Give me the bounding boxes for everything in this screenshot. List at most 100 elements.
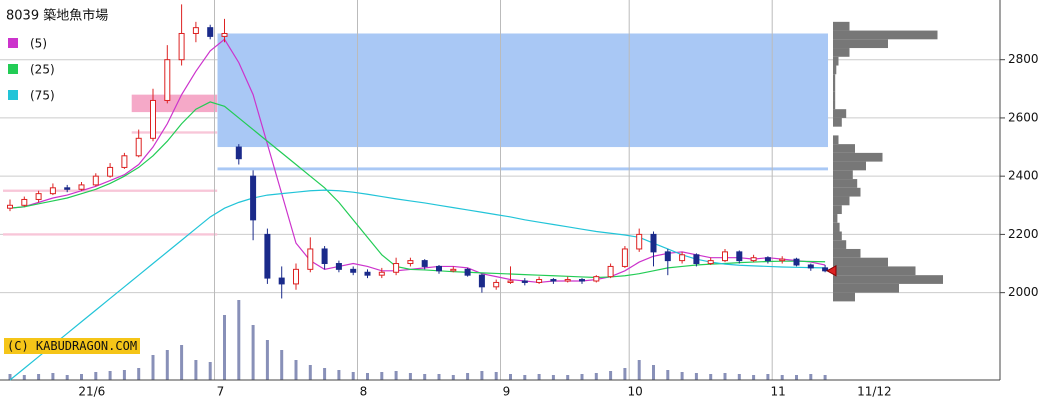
profile-bar xyxy=(833,144,855,153)
volume-bar xyxy=(666,370,670,380)
volume-bar xyxy=(609,371,613,380)
candle-body xyxy=(321,248,328,265)
candle-body xyxy=(393,263,400,273)
volume-bar xyxy=(437,374,441,380)
candle-body xyxy=(107,166,114,177)
volume-bar xyxy=(380,372,384,380)
profile-bar xyxy=(833,109,847,118)
candle-body xyxy=(378,271,385,276)
x-tick-label: 8 xyxy=(360,385,368,399)
profile-bar xyxy=(833,248,861,258)
candle-body xyxy=(92,175,99,186)
volume-bar xyxy=(351,372,355,380)
candle-body xyxy=(764,257,771,262)
legend-swatch xyxy=(8,90,18,100)
volume-bar xyxy=(494,372,498,380)
volume-bar xyxy=(680,372,684,380)
volume-bar xyxy=(551,375,555,380)
candle-body xyxy=(579,279,585,282)
volume-bar xyxy=(723,373,727,380)
volume-bar xyxy=(623,368,627,380)
legend-label: (75) xyxy=(30,89,55,103)
candle-body xyxy=(164,59,171,101)
candle-body xyxy=(621,248,628,267)
volume-bar xyxy=(408,373,412,380)
candle-body xyxy=(707,260,714,265)
profile-bar xyxy=(833,117,842,127)
profile-bar xyxy=(833,170,853,180)
volume-bar xyxy=(480,371,484,380)
volume-bar xyxy=(752,375,756,380)
candle-body xyxy=(607,265,614,278)
volume-bar xyxy=(94,372,98,380)
volume-bar xyxy=(323,368,327,380)
volume-bar xyxy=(766,374,770,380)
profile-bar xyxy=(833,82,836,92)
candle-body xyxy=(64,187,71,190)
volume-bar xyxy=(566,375,570,380)
volume-bar xyxy=(423,374,427,380)
profile-bar xyxy=(833,292,855,302)
candle-body xyxy=(779,258,786,262)
candle-body xyxy=(49,187,56,195)
candle-body xyxy=(693,254,700,265)
volume-bar xyxy=(580,374,584,380)
profile-bar xyxy=(833,152,883,162)
volume-bar xyxy=(823,375,827,380)
profile-bar xyxy=(833,91,836,101)
candle-body xyxy=(507,280,514,283)
candle-body xyxy=(407,260,414,265)
candle-body xyxy=(664,251,671,262)
ma-line xyxy=(9,189,826,381)
volume-bar xyxy=(451,375,455,380)
volume-bar xyxy=(523,375,527,380)
y-tick-label: 2000 xyxy=(1008,285,1039,299)
candle-body xyxy=(564,279,571,282)
profile-bar xyxy=(833,74,836,83)
volume-bar xyxy=(108,371,112,380)
legend-swatch xyxy=(8,38,18,48)
candle-body xyxy=(35,193,42,200)
profile-bar xyxy=(833,30,938,40)
volume-bar xyxy=(795,375,798,380)
legend-swatch xyxy=(8,64,18,74)
candle-body xyxy=(335,263,342,270)
candle-body xyxy=(78,184,85,190)
profile-bar xyxy=(833,56,839,66)
profile-bar xyxy=(833,179,858,188)
volume-bar xyxy=(780,375,784,380)
candle-body xyxy=(736,251,743,262)
volume-bar xyxy=(65,375,69,380)
candle-body xyxy=(293,268,299,285)
volume-bar xyxy=(466,373,470,380)
last-price-marker xyxy=(825,264,837,277)
volume-bar xyxy=(80,374,83,380)
y-tick-label: 2800 xyxy=(1008,52,1039,66)
profile-bar xyxy=(833,275,943,284)
candle-body xyxy=(121,155,128,168)
x-tick-label: 9 xyxy=(503,385,511,399)
candle-body xyxy=(250,175,257,221)
candle-body xyxy=(536,279,543,283)
profile-bar xyxy=(833,214,838,223)
candle-body xyxy=(493,281,500,288)
profile-bar xyxy=(833,205,842,215)
candle-body xyxy=(178,32,185,61)
candle-body xyxy=(264,233,271,279)
volume-bar xyxy=(165,350,169,380)
y-tick-label: 2200 xyxy=(1008,227,1039,241)
candle-body xyxy=(221,32,228,37)
volume-bar xyxy=(694,373,698,380)
x-tick-label: 11 xyxy=(771,385,786,399)
volume-bar xyxy=(280,350,284,380)
candle-body xyxy=(807,264,814,269)
candle-body xyxy=(464,268,471,276)
candle-body xyxy=(822,267,829,272)
profile-bar xyxy=(833,65,837,75)
candle-body xyxy=(150,99,156,139)
y-tick-label: 2400 xyxy=(1008,169,1039,183)
ma-line xyxy=(9,38,826,284)
zone xyxy=(217,33,828,148)
